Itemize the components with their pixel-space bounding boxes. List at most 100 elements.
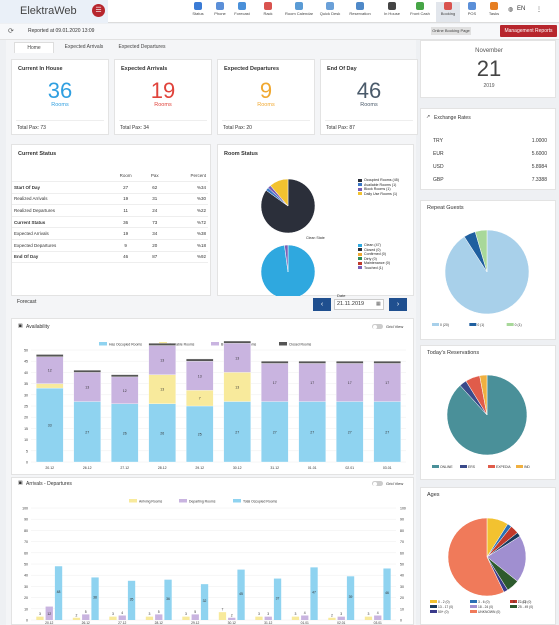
bar-value-label: 26 (123, 431, 127, 435)
nav-item-room-calendar[interactable]: Room Calendar (284, 2, 314, 22)
bar-value-label: 27 (85, 430, 89, 434)
bar-value-label: 3 (258, 612, 260, 616)
arrivals-grid-toggle[interactable] (372, 481, 383, 486)
nav-item-reservation[interactable]: Reservation (348, 2, 372, 22)
bar-value-label: 7 (199, 397, 201, 401)
nav-item-status[interactable]: Status (186, 2, 210, 22)
bar-closed-rooms (111, 374, 139, 378)
room-status-title: Room Status (224, 151, 258, 157)
nav-item-in-house[interactable]: In House (380, 2, 404, 22)
legend-label: Total Occupied Rooms (243, 500, 277, 504)
bar-value-label: 27 (348, 430, 352, 434)
nav-label: Front Cash (410, 11, 430, 16)
legend-label: 7 - 12 (0) (518, 600, 531, 604)
x-tick-label: 26.12 (82, 621, 90, 625)
bar-arriving-rooms (291, 616, 300, 620)
kpi-value: 36 (47, 78, 73, 103)
legend-label: 0 (20) (440, 323, 449, 327)
status-cell: 62 (142, 181, 168, 194)
calendar-icon[interactable]: ▦ (376, 301, 381, 307)
legend-swatch (233, 499, 241, 503)
nav-item-tasks[interactable]: Tasks (482, 2, 506, 22)
y-tick-label: 30 (24, 393, 28, 397)
legend-label: ERS (468, 465, 476, 469)
status-header (12, 170, 109, 183)
bar-value-label: 39 (349, 595, 353, 599)
table-row: End Of Day 46 87 %92 (12, 251, 208, 264)
globe-icon[interactable]: ◍ (508, 7, 514, 13)
prev-date-button[interactable]: ‹ (313, 298, 331, 311)
legend-label: 0 (1) (515, 323, 522, 327)
bar-has-occupied-rooms (186, 405, 214, 463)
bar-departing-rooms (228, 617, 236, 620)
bar-value-label: 27 (385, 430, 389, 434)
bar-available-rooms (223, 372, 251, 402)
more-menu-icon[interactable]: ⋮ (536, 7, 542, 13)
bar-value-label: 32 (203, 599, 207, 603)
bar-closed-rooms (261, 361, 289, 364)
kpi-title: Current In House (18, 66, 63, 72)
nav-label: Quick Desk (319, 11, 341, 16)
nav-item-front-cash[interactable]: Front Cash (408, 2, 432, 22)
language-selector[interactable]: EN (517, 6, 526, 12)
exchange-icon: ↗ (426, 114, 431, 120)
bar-total-occupied-rooms (346, 576, 355, 620)
x-tick-label: 20.12 (45, 621, 53, 625)
legend-label: Closed Rooms (289, 343, 312, 347)
nav-item-phone[interactable]: Phone (208, 2, 232, 22)
kpi-divider (119, 120, 207, 121)
y-tick-label: 20 (24, 596, 28, 600)
nav-item-forecast[interactable]: Forecast (230, 2, 254, 22)
bar-block-occupied-rooms (186, 361, 214, 391)
legend-label: 13 - 17 (0) (438, 605, 453, 609)
bar-value-label: 27 (235, 430, 239, 434)
legend-swatch (460, 465, 467, 468)
y2-tick-label: 50 (400, 563, 404, 567)
brand-area[interactable]: ElektraWeb (0, 0, 108, 23)
ages-chart: 0 - 2 (0) 3 - 6 (0) 7 - 12 (0) 13 - 17 (0) 1… (430, 517, 533, 614)
table-row: Expected Arrivals 19 34 %38 (12, 227, 208, 241)
refresh-icon[interactable]: ⟳ (8, 28, 14, 35)
bar-has-occupied-rooms (336, 401, 364, 463)
bar-block-occupied-rooms (36, 356, 64, 384)
y2-tick-label: 0 (400, 619, 402, 623)
tab-expected-arrivals[interactable]: Expected Arrivals (64, 44, 104, 50)
grid-view-label: Grid View (386, 324, 404, 329)
y2-tick-label: 90 (400, 518, 404, 522)
exchange-rates-card: ↗ Exchange Rates TRY 1.0000 EUR 5.6000 USD 5.… (420, 108, 556, 190)
tab-expected-departures[interactable]: Expected Departures (118, 44, 166, 50)
pie-slice (479, 374, 488, 416)
kpi-value: 19 (150, 78, 176, 103)
nav-item-rack[interactable]: Rack (256, 2, 280, 22)
next-date-button[interactable]: › (389, 298, 407, 311)
legend-label: EXPEDIA (496, 465, 511, 469)
nav-label: Booking (440, 11, 456, 16)
nav-item-booking[interactable]: Booking (436, 2, 460, 22)
management-reports-button[interactable]: Management Reports (500, 25, 557, 37)
legend-swatch (510, 600, 517, 603)
table-row: Realized Arrivals 19 31 %30 (12, 193, 208, 206)
bar-total-occupied-rooms (91, 577, 99, 620)
y2-tick-label: 80 (400, 529, 404, 533)
nav-item-quick-desk[interactable]: Quick Desk (318, 2, 342, 22)
tab-home[interactable]: Home (14, 42, 54, 53)
bar-departing-rooms (337, 616, 345, 620)
legend-swatch (430, 605, 437, 608)
status-cell: 36 (108, 216, 143, 229)
clean-state-legend: Clean (47) Closed (0) Confirmed (0) Dirty (… (358, 243, 390, 270)
date-input[interactable]: 21.11.2019 (334, 299, 384, 310)
bar-arriving-rooms (328, 617, 336, 620)
availability-grid-toggle[interactable] (372, 324, 383, 329)
bar-arriving-rooms (255, 616, 263, 620)
bar-arriving-rooms (109, 616, 117, 620)
current-status-table: Room Pax Percent Start Of Day 27 62 %34 Realize… (12, 170, 208, 264)
bar-value-label: 4 (377, 611, 379, 615)
x-tick-label: 26.12 (83, 466, 92, 470)
legend-label: 50+ (0) (438, 610, 449, 614)
menu-icon[interactable]: ☰ (92, 4, 105, 17)
online-booking-button[interactable]: Online Booking Page (431, 27, 471, 35)
y-tick-label: 15 (24, 427, 28, 431)
bar-value-label: 13 (160, 359, 164, 363)
nav-label: Phone (214, 11, 226, 16)
nav-item-pos[interactable]: POS (460, 2, 484, 22)
